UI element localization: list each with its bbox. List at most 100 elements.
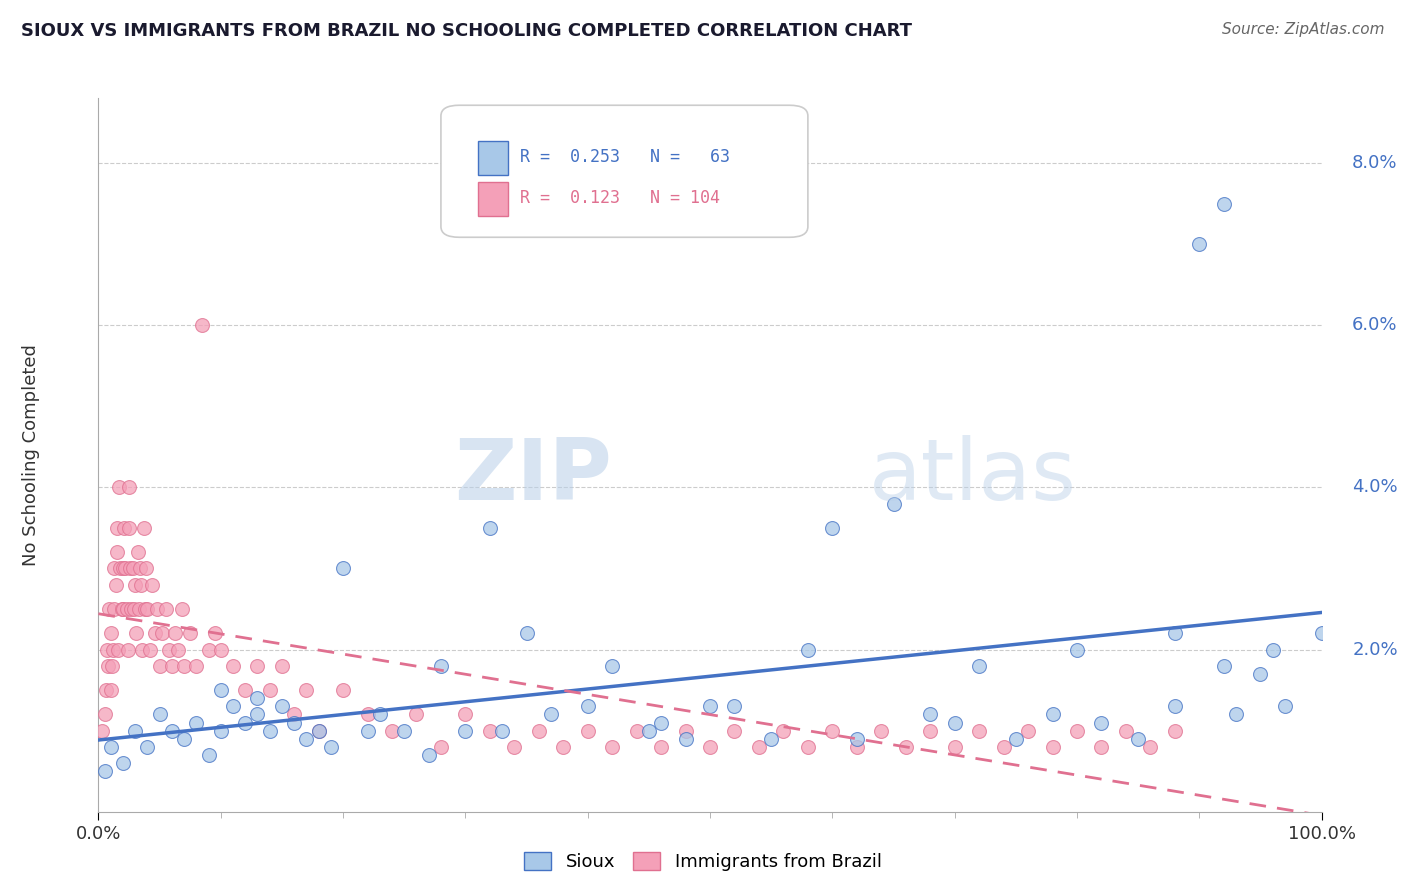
Point xyxy=(650,739,672,754)
Point xyxy=(115,602,138,616)
Point xyxy=(101,642,124,657)
Point xyxy=(108,480,131,494)
Point xyxy=(100,739,122,754)
Legend: Sioux, Immigrants from Brazil: Sioux, Immigrants from Brazil xyxy=(517,845,889,879)
Point xyxy=(197,747,219,762)
Point xyxy=(103,602,125,616)
Point xyxy=(134,602,156,616)
Point xyxy=(222,699,245,714)
Point xyxy=(478,521,501,535)
Text: atlas: atlas xyxy=(869,434,1077,518)
Point xyxy=(943,715,966,730)
Point xyxy=(967,723,990,738)
Point xyxy=(1261,642,1284,657)
Text: ZIP: ZIP xyxy=(454,434,612,518)
Point xyxy=(637,723,661,738)
Point xyxy=(179,626,201,640)
Point xyxy=(173,658,195,673)
Point xyxy=(797,642,820,657)
Point xyxy=(128,602,150,616)
Point xyxy=(136,739,159,754)
Text: R =  0.253   N =   63: R = 0.253 N = 63 xyxy=(520,148,731,166)
Point xyxy=(675,723,697,738)
Point xyxy=(127,545,149,559)
Point xyxy=(381,723,404,738)
Point xyxy=(186,715,208,730)
Point xyxy=(121,561,143,575)
Point xyxy=(173,731,195,746)
Point xyxy=(748,739,770,754)
Point xyxy=(600,739,623,754)
Point xyxy=(1274,699,1296,714)
Point xyxy=(368,707,391,722)
Point xyxy=(478,723,501,738)
Point xyxy=(97,658,120,673)
Text: Source: ZipAtlas.com: Source: ZipAtlas.com xyxy=(1222,22,1385,37)
Point xyxy=(129,561,152,575)
Point xyxy=(186,658,208,673)
Point xyxy=(1188,237,1211,252)
Point xyxy=(233,683,256,698)
Point xyxy=(699,699,721,714)
Point xyxy=(626,723,648,738)
Point xyxy=(723,723,745,738)
Point xyxy=(270,658,294,673)
Point xyxy=(821,723,844,738)
Point xyxy=(112,521,135,535)
Point xyxy=(418,747,440,762)
Point xyxy=(600,658,623,673)
Point xyxy=(246,707,269,722)
Point xyxy=(1212,658,1234,673)
Point xyxy=(104,577,127,591)
Point xyxy=(1128,731,1150,746)
Point xyxy=(209,723,232,738)
Point xyxy=(155,602,177,616)
Point xyxy=(118,521,141,535)
Point xyxy=(111,602,134,616)
Point xyxy=(772,723,794,738)
Point xyxy=(699,739,721,754)
Point xyxy=(1225,707,1247,722)
Point xyxy=(150,626,173,640)
Point xyxy=(103,561,125,575)
Point xyxy=(118,480,141,494)
Point xyxy=(167,642,190,657)
Point xyxy=(270,699,294,714)
Point xyxy=(405,707,427,722)
Point xyxy=(943,739,966,754)
Point xyxy=(93,764,115,779)
Point xyxy=(845,739,868,754)
Point xyxy=(107,642,129,657)
Point xyxy=(105,545,128,559)
Point xyxy=(540,707,562,722)
Point xyxy=(204,626,226,640)
Text: 8.0%: 8.0% xyxy=(1353,154,1398,172)
Point xyxy=(101,658,124,673)
Point xyxy=(120,561,142,575)
Point xyxy=(1090,715,1112,730)
Point xyxy=(576,699,599,714)
Point xyxy=(993,739,1015,754)
Point xyxy=(356,723,378,738)
Point xyxy=(98,602,121,616)
Point xyxy=(1017,723,1039,738)
FancyBboxPatch shape xyxy=(478,182,508,216)
Point xyxy=(1042,739,1064,754)
Point xyxy=(797,739,820,754)
Point xyxy=(141,577,163,591)
Point xyxy=(191,318,214,333)
Point xyxy=(1164,723,1187,738)
Text: R =  0.123   N = 104: R = 0.123 N = 104 xyxy=(520,189,720,207)
Point xyxy=(209,642,232,657)
Point xyxy=(967,658,990,673)
Point xyxy=(1212,196,1234,211)
Point xyxy=(160,658,183,673)
Point xyxy=(222,658,245,673)
Point xyxy=(259,723,281,738)
Point xyxy=(1090,739,1112,754)
Point xyxy=(295,683,318,698)
Point xyxy=(1066,642,1088,657)
Point xyxy=(675,731,697,746)
Point xyxy=(149,658,172,673)
Point xyxy=(94,683,117,698)
